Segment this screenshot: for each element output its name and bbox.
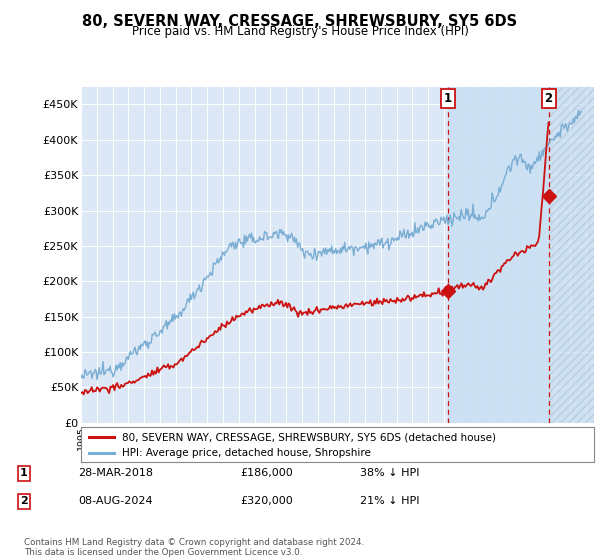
Text: 08-AUG-2024: 08-AUG-2024 [78,496,152,506]
Text: 28-MAR-2018: 28-MAR-2018 [78,468,153,478]
Text: Contains HM Land Registry data © Crown copyright and database right 2024.
This d: Contains HM Land Registry data © Crown c… [24,538,364,557]
Bar [548,87,594,423]
Text: £186,000: £186,000 [240,468,293,478]
Text: 2: 2 [544,92,553,105]
Text: £320,000: £320,000 [240,496,293,506]
Text: 1: 1 [443,92,452,105]
Bar [448,87,548,423]
Text: 2: 2 [20,496,28,506]
Text: 38% ↓ HPI: 38% ↓ HPI [360,468,419,478]
Text: 21% ↓ HPI: 21% ↓ HPI [360,496,419,506]
Text: 1: 1 [20,468,28,478]
Text: HPI: Average price, detached house, Shropshire: HPI: Average price, detached house, Shro… [122,449,371,458]
Text: 80, SEVERN WAY, CRESSAGE, SHREWSBURY, SY5 6DS: 80, SEVERN WAY, CRESSAGE, SHREWSBURY, SY… [82,14,518,29]
Bar [548,87,594,423]
Text: Price paid vs. HM Land Registry's House Price Index (HPI): Price paid vs. HM Land Registry's House … [131,25,469,38]
Text: 80, SEVERN WAY, CRESSAGE, SHREWSBURY, SY5 6DS (detached house): 80, SEVERN WAY, CRESSAGE, SHREWSBURY, SY… [122,432,496,442]
